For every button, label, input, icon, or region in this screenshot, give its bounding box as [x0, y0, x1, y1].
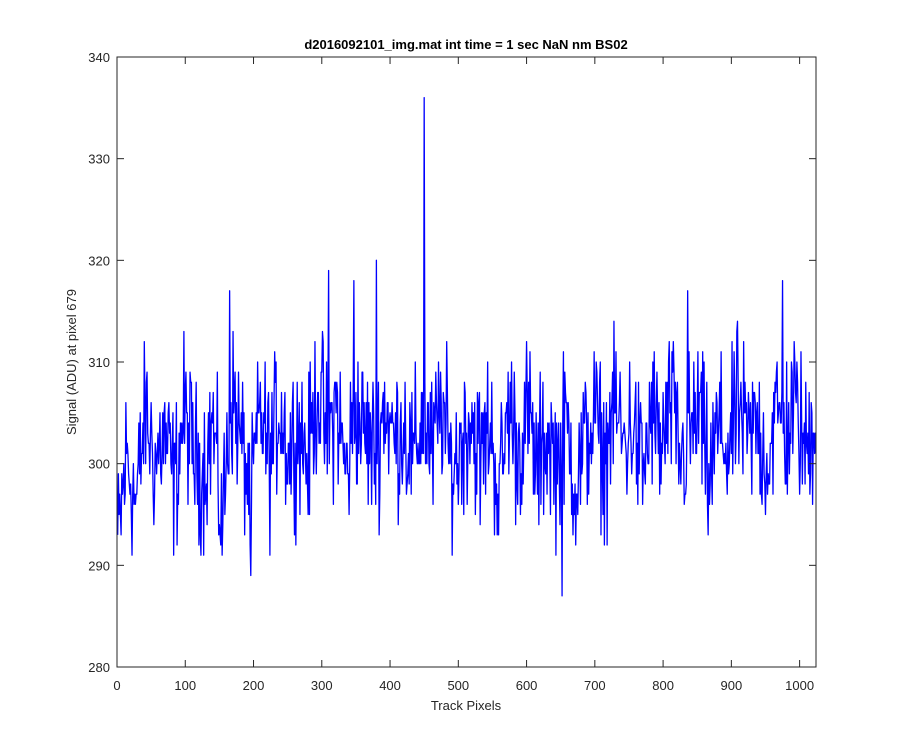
tick-layer: 0 100 200 300 400 500 600 700 800 900 1000 280 290 30…: [88, 50, 816, 693]
x-tick-label: 500: [447, 678, 469, 693]
x-tick-label: 900: [721, 678, 743, 693]
x-tick-label: 400: [379, 678, 401, 693]
y-tick-label: 320: [88, 253, 110, 268]
x-tick-label: 300: [311, 678, 333, 693]
chart-title: d2016092101_img.mat int time = 1 sec NaN…: [304, 37, 627, 52]
y-tick-label: 330: [88, 152, 110, 167]
x-tick-label: 600: [516, 678, 538, 693]
x-tick-label: 1000: [785, 678, 814, 693]
y-tick-label: 300: [88, 457, 110, 472]
x-tick-label: 800: [652, 678, 674, 693]
x-tick-label: 100: [174, 678, 196, 693]
x-tick-label: 200: [243, 678, 265, 693]
y-tick-label: 340: [88, 50, 110, 65]
series-layer: [117, 97, 816, 597]
y-tick-label: 290: [88, 558, 110, 573]
y-axis-label: Signal (ADU) at pixel 679: [64, 289, 79, 435]
plot-area: [117, 57, 816, 667]
y-tick-label: 310: [88, 355, 110, 370]
y-tick-label: 280: [88, 660, 110, 675]
x-tick-label: 0: [113, 678, 120, 693]
series-line: [117, 97, 816, 597]
x-axis-label: Track Pixels: [431, 698, 502, 713]
x-tick-label: 700: [584, 678, 606, 693]
